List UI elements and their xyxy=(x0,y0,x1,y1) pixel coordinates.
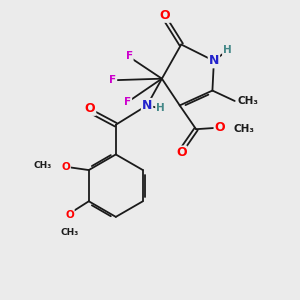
Text: O: O xyxy=(61,162,70,172)
Text: CH₃: CH₃ xyxy=(237,96,258,106)
Text: F: F xyxy=(124,98,131,107)
Text: F: F xyxy=(109,75,116,85)
Text: O: O xyxy=(176,146,187,160)
Text: O: O xyxy=(85,102,95,115)
Text: H: H xyxy=(223,45,232,56)
Text: CH₃: CH₃ xyxy=(33,161,52,170)
Text: N: N xyxy=(209,54,219,67)
Text: H: H xyxy=(156,103,165,113)
Text: N: N xyxy=(142,99,152,112)
Text: O: O xyxy=(65,210,74,220)
Text: O: O xyxy=(160,9,170,22)
Text: F: F xyxy=(126,51,133,62)
Text: CH₃: CH₃ xyxy=(233,124,254,134)
Text: CH₃: CH₃ xyxy=(60,228,79,237)
Text: O: O xyxy=(214,121,225,134)
